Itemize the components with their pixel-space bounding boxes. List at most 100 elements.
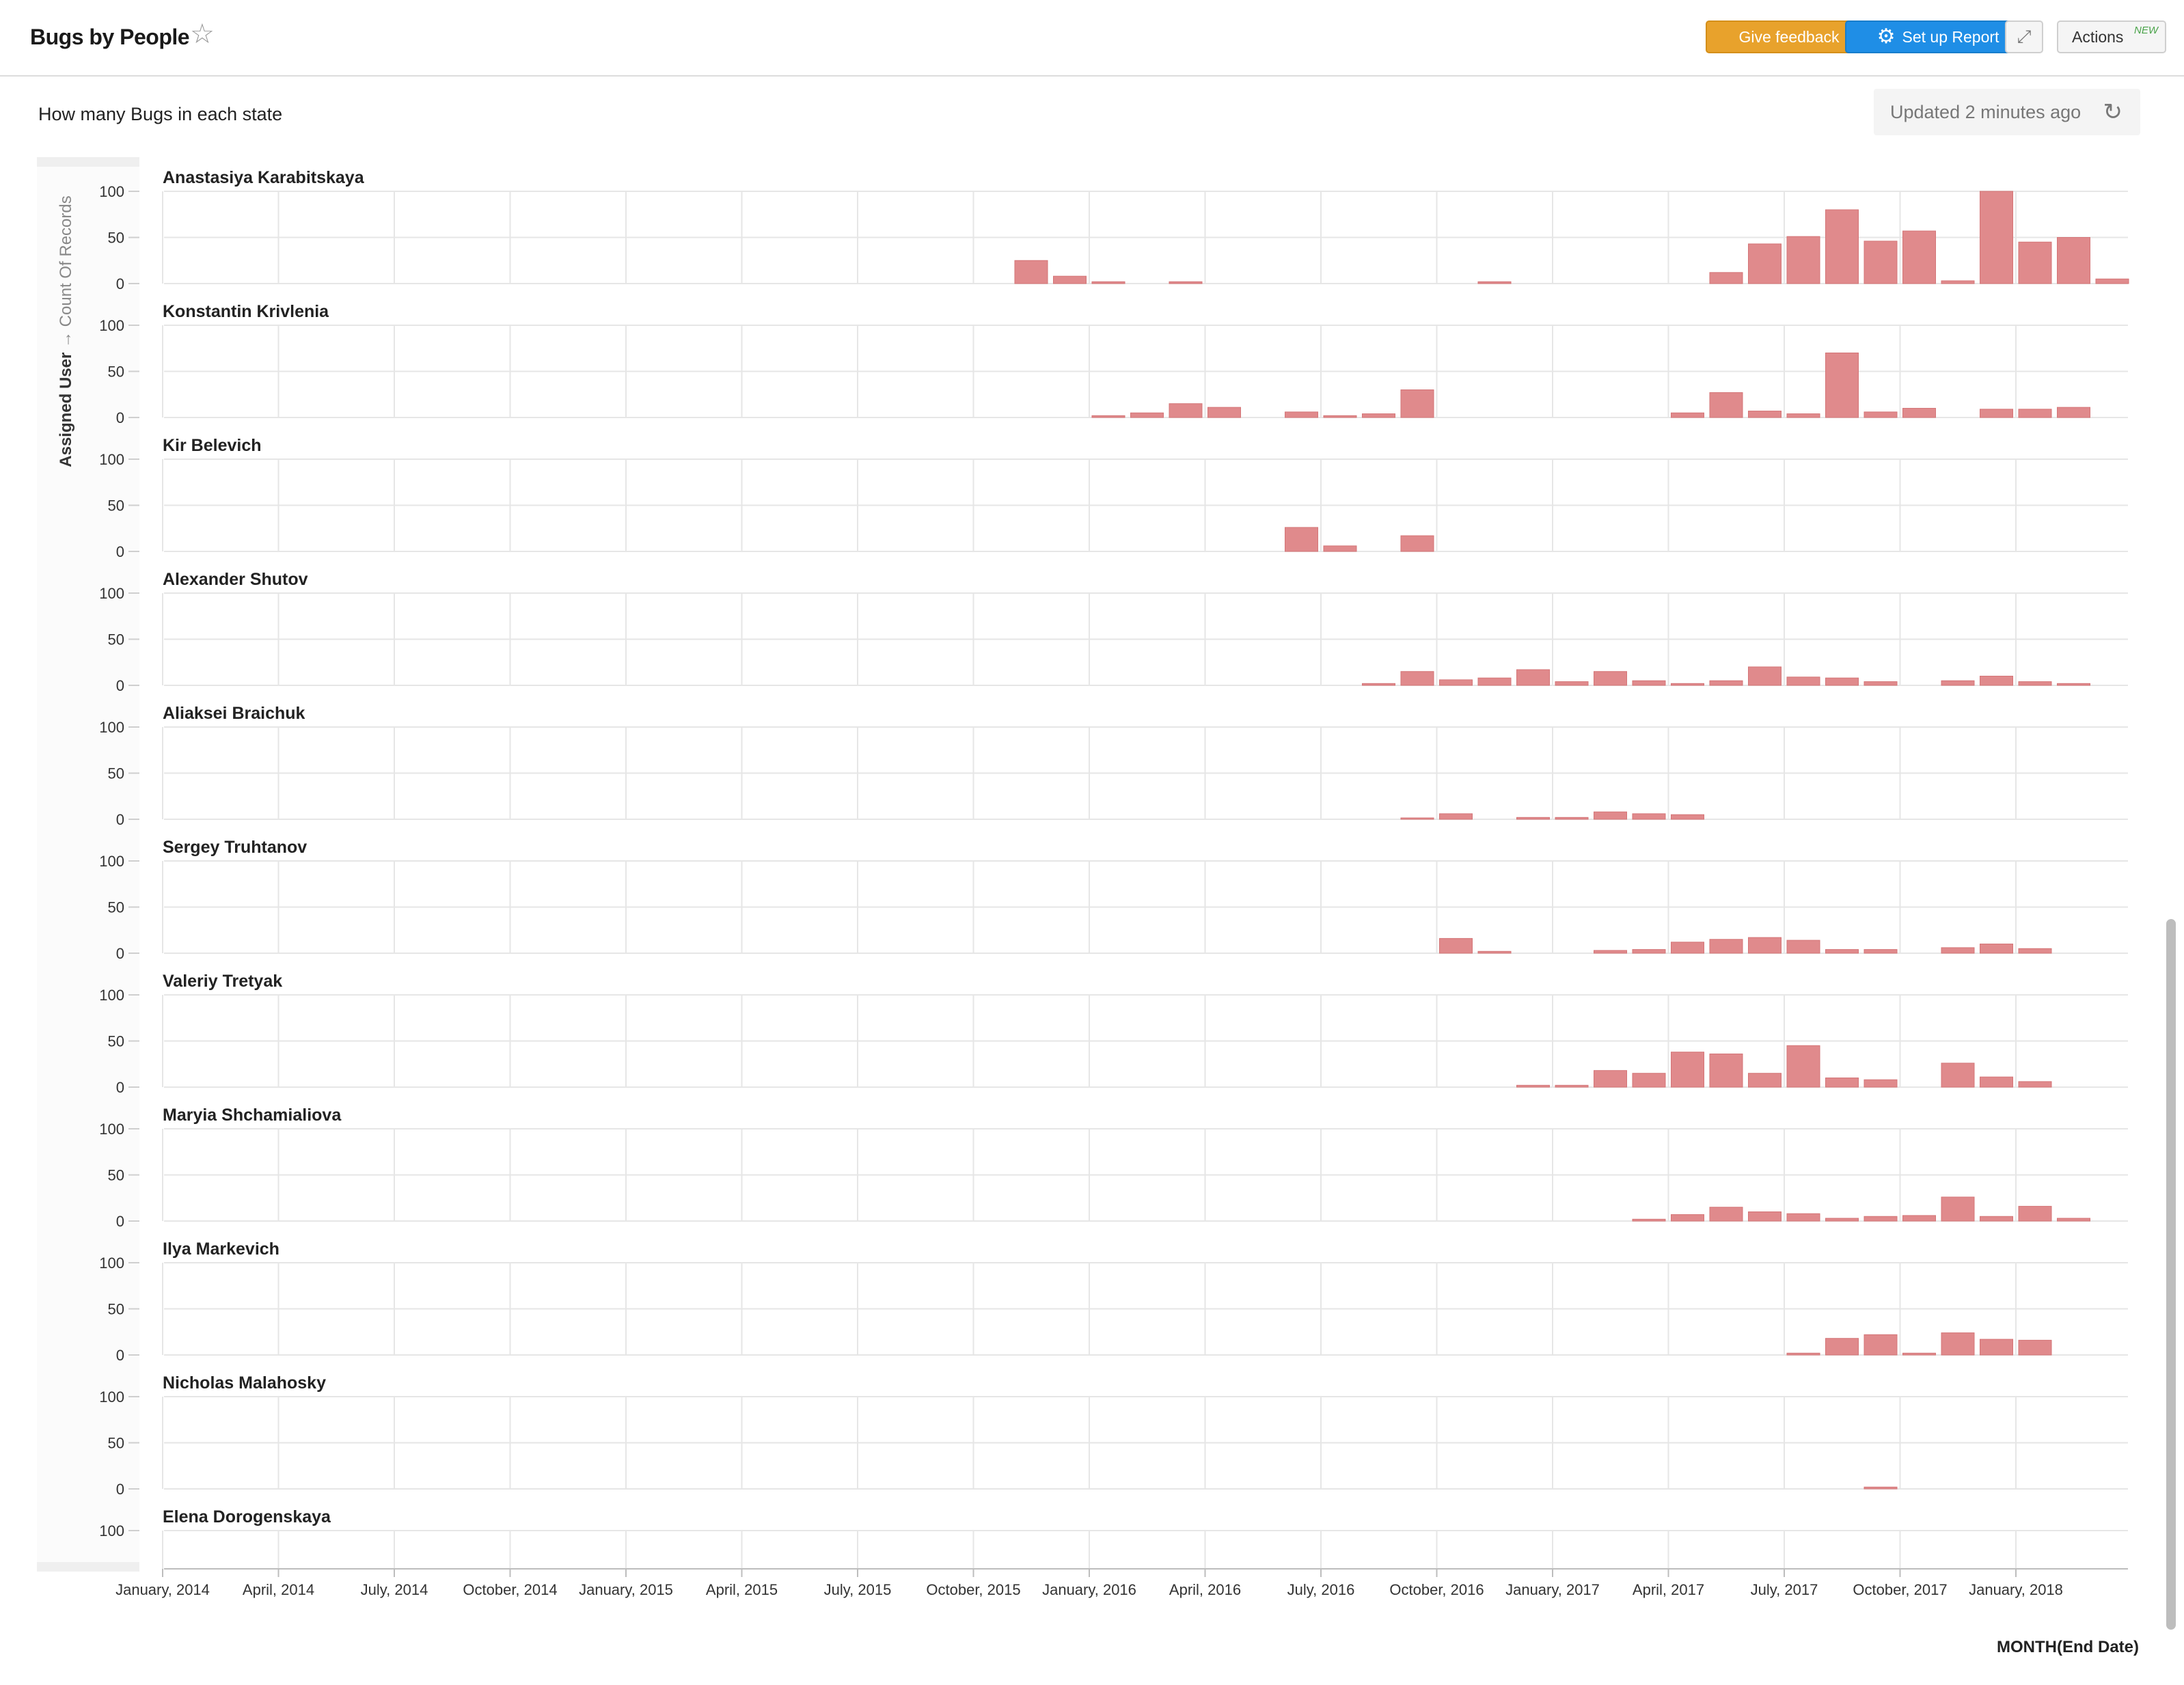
x-axis-label: MONTH(End Date) bbox=[1997, 1638, 2139, 1656]
bar bbox=[1091, 415, 1125, 418]
give-feedback-button[interactable]: Give feedback bbox=[1706, 20, 1872, 53]
bar bbox=[2018, 948, 2052, 954]
facet-title: Anastasiya Karabitskaya bbox=[163, 168, 365, 187]
x-tick-label: January, 2015 bbox=[579, 1581, 673, 1598]
bar bbox=[1477, 677, 1512, 686]
bar bbox=[1555, 681, 1589, 686]
y-axis-measure-label: → Count Of Records bbox=[57, 195, 75, 352]
bar bbox=[1980, 409, 2013, 418]
bar bbox=[1748, 243, 1782, 284]
y-tick-label: 100 bbox=[99, 451, 124, 468]
bar bbox=[1864, 949, 1898, 954]
bar bbox=[1825, 353, 1859, 418]
bar bbox=[1671, 1052, 1704, 1088]
x-tick-label: July, 2014 bbox=[361, 1581, 428, 1598]
bar bbox=[1632, 680, 1666, 686]
bar bbox=[2018, 681, 2052, 686]
y-axis-group-label: Assigned User bbox=[57, 353, 75, 467]
y-tick-label: 0 bbox=[116, 811, 124, 828]
facet-title: Maryia Shchamialiova bbox=[163, 1106, 342, 1125]
star-icon[interactable]: ☆ bbox=[190, 19, 215, 49]
bar bbox=[1207, 407, 1241, 418]
bar bbox=[1902, 230, 1936, 284]
actions-button[interactable]: Actions NEW bbox=[2057, 20, 2166, 53]
bar bbox=[1980, 1339, 2013, 1356]
x-tick-label: April, 2017 bbox=[1633, 1581, 1704, 1598]
x-tick-label: January, 2016 bbox=[1042, 1581, 1136, 1598]
y-tick-label: 0 bbox=[116, 1347, 124, 1364]
bar bbox=[1980, 1216, 2013, 1222]
bar bbox=[1671, 683, 1704, 686]
bar bbox=[1825, 1078, 1859, 1088]
bar bbox=[1709, 939, 1743, 954]
facet-title: Valeriy Tretyak bbox=[163, 972, 282, 991]
y-tick-label: 50 bbox=[108, 765, 124, 782]
chart-scrollbar-thumb[interactable] bbox=[2166, 919, 2176, 1630]
facet-title: Kir Belevich bbox=[163, 436, 262, 455]
bar bbox=[1902, 1352, 1936, 1356]
bar bbox=[1014, 260, 1048, 284]
bar bbox=[1516, 1084, 1550, 1088]
bar bbox=[1709, 392, 1743, 418]
report-question: How many Bugs in each state bbox=[38, 104, 283, 124]
bar bbox=[1941, 280, 1975, 284]
refresh-icon[interactable]: ↻ bbox=[2103, 99, 2123, 125]
bar bbox=[1786, 1213, 1820, 1222]
y-tick-label: 100 bbox=[99, 1121, 124, 1138]
y-tick-label: 50 bbox=[108, 364, 124, 381]
bar bbox=[1941, 680, 1975, 686]
x-tick-label: January, 2018 bbox=[1969, 1581, 2063, 1598]
set-up-report-label: Set up Report bbox=[1902, 27, 1999, 46]
x-tick-label: July, 2017 bbox=[1751, 1581, 1818, 1598]
x-tick-label: January, 2014 bbox=[115, 1581, 210, 1598]
bar bbox=[1748, 1073, 1782, 1088]
bar bbox=[1941, 1196, 1975, 1222]
expand-button[interactable]: ⤢ bbox=[2005, 20, 2043, 53]
bar bbox=[1555, 1084, 1589, 1088]
bar bbox=[1671, 942, 1704, 954]
bar bbox=[1902, 1215, 1936, 1222]
bar bbox=[1980, 191, 2013, 284]
x-tick-label: October, 2014 bbox=[463, 1581, 557, 1598]
y-tick-label: 50 bbox=[108, 1167, 124, 1184]
bar bbox=[2057, 237, 2090, 284]
bar bbox=[1786, 676, 1820, 686]
x-tick-label: July, 2016 bbox=[1287, 1581, 1355, 1598]
bar bbox=[1400, 389, 1434, 418]
y-tick-label: 50 bbox=[108, 1435, 124, 1452]
bar bbox=[1477, 950, 1512, 954]
y-tick-label: 0 bbox=[116, 945, 124, 962]
bar bbox=[1632, 813, 1666, 820]
y-tick-label: 0 bbox=[116, 677, 124, 694]
y-tick-label: 100 bbox=[99, 585, 124, 602]
gear-icon: ⚙ bbox=[1876, 25, 1896, 48]
set-up-report-button[interactable]: ⚙ Set up Report bbox=[1845, 20, 2031, 53]
y-tick-label: 100 bbox=[99, 987, 124, 1004]
bar bbox=[2018, 1081, 2052, 1088]
y-tick-label: 0 bbox=[116, 1481, 124, 1498]
bar bbox=[1941, 947, 1975, 954]
x-tick-label: April, 2015 bbox=[706, 1581, 778, 1598]
bar bbox=[1439, 813, 1473, 820]
y-tick-label: 100 bbox=[99, 1255, 124, 1272]
y-axis-label: Assigned User → Count Of Records bbox=[57, 195, 75, 467]
bar bbox=[1941, 1063, 1975, 1088]
bar bbox=[1825, 949, 1859, 954]
bar bbox=[2018, 1339, 2052, 1356]
bar bbox=[1323, 415, 1357, 418]
bar bbox=[2057, 407, 2090, 418]
x-tick-label: October, 2015 bbox=[926, 1581, 1020, 1598]
y-tick-label: 100 bbox=[99, 317, 124, 334]
x-tick-label: October, 2017 bbox=[1853, 1581, 1947, 1598]
bar bbox=[1594, 671, 1627, 686]
bar bbox=[1285, 411, 1318, 418]
bar bbox=[1709, 1053, 1743, 1088]
y-tick-label: 0 bbox=[116, 1079, 124, 1096]
y-tick-label: 100 bbox=[99, 853, 124, 870]
bar bbox=[1864, 1486, 1898, 1490]
bar bbox=[1169, 403, 1203, 418]
bar bbox=[1091, 281, 1125, 284]
y-tick-label: 50 bbox=[108, 1033, 124, 1050]
bar bbox=[1053, 275, 1087, 284]
